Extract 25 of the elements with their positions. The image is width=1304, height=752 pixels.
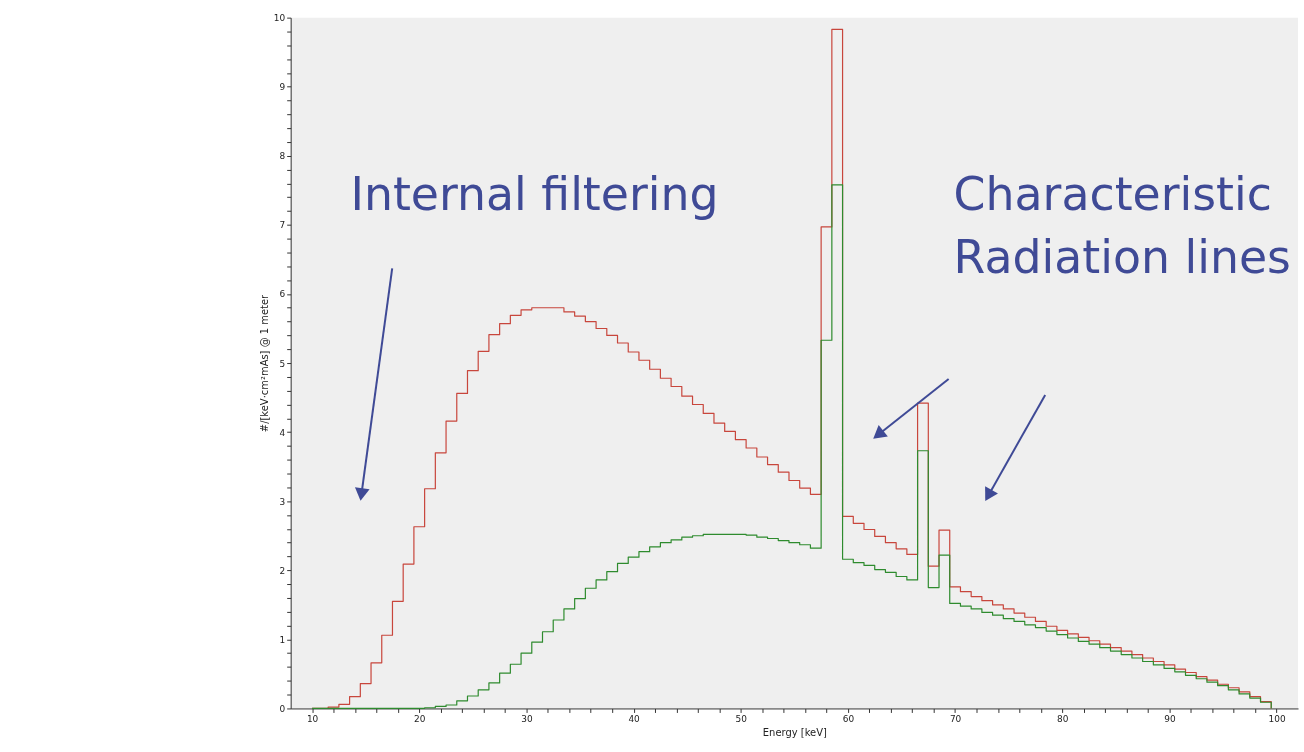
x-tick-label: 70 bbox=[949, 713, 962, 724]
x-tick-label: 90 bbox=[1164, 713, 1176, 724]
x-tick-label: 10 bbox=[306, 713, 319, 724]
y-tick-label: 5 bbox=[279, 358, 286, 369]
x-axis-title: Energy [keV] bbox=[762, 726, 827, 738]
x-tick-label: 30 bbox=[521, 713, 533, 724]
y-tick-label: 2 bbox=[279, 565, 286, 576]
x-tick-label: 60 bbox=[842, 713, 855, 724]
y-tick-label: 8 bbox=[279, 151, 286, 162]
y-axis-title: #/[keV·cm²mAs] @ 1 meter bbox=[258, 293, 270, 433]
annotation: Characteristic Radiation lines bbox=[953, 167, 1291, 285]
y-tick-label: 0 bbox=[279, 703, 286, 714]
annotation: Internal filtering bbox=[350, 167, 719, 221]
y-tick-label: 1 bbox=[279, 634, 286, 645]
y-tick-label: 4 bbox=[279, 427, 286, 438]
y-tick-label: 10 bbox=[273, 13, 286, 24]
y-tick-label: 6 bbox=[279, 289, 286, 300]
x-tick-label: 100 bbox=[1268, 713, 1286, 724]
y-tick-label: 9 bbox=[279, 82, 286, 93]
x-tick-label: 50 bbox=[735, 713, 748, 724]
y-tick-label: 3 bbox=[279, 496, 286, 507]
x-tick-label: 80 bbox=[1057, 713, 1069, 724]
y-tick-label: 7 bbox=[279, 220, 286, 231]
x-tick-label: 40 bbox=[628, 713, 641, 724]
x-tick-label: 20 bbox=[414, 713, 426, 724]
